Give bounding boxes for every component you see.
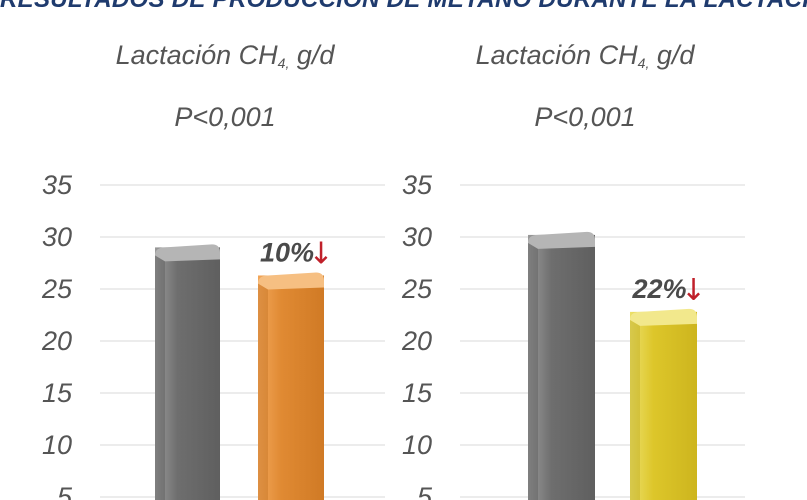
bar-cap <box>528 231 595 249</box>
down-arrow-icon: ↓ <box>308 236 333 271</box>
y-tick-label: 25 <box>41 274 73 304</box>
y-tick-label: 5 <box>417 482 433 500</box>
down-arrow-icon: ↓ <box>681 273 706 308</box>
bar-cap <box>630 308 697 326</box>
chart-1: 5 10 15 20 25 30 35 10%↓ <box>41 170 385 500</box>
y-tick-label: 10 <box>402 430 432 460</box>
chart-1-subtitle: P<0,001 <box>174 102 276 132</box>
bar-2 <box>630 308 697 500</box>
y-tick-label: 15 <box>402 378 433 408</box>
page-title: RESULTADOS DE PRODUCCIÓN DE METANO DURAN… <box>0 0 807 14</box>
y-tick-label: 35 <box>42 170 73 200</box>
reduction-label: 22% <box>631 274 686 304</box>
y-tick-label: 35 <box>402 170 433 200</box>
bar-body <box>630 311 697 500</box>
bar-side <box>258 283 268 500</box>
y-tick-label: 15 <box>42 378 73 408</box>
bar-body <box>258 275 324 500</box>
y-tick-label: 30 <box>402 222 432 252</box>
chart-2-title: Lactación CH4, g/d <box>475 40 695 71</box>
y-tick-label: 30 <box>42 222 72 252</box>
bar-body <box>155 247 220 500</box>
y-tick-label: 20 <box>41 326 72 356</box>
chart-1-title: Lactación CH4, g/d <box>115 40 335 71</box>
chart-2: 5 10 15 20 25 30 35 22%↓ <box>401 170 745 500</box>
y-tick-label: 25 <box>401 274 433 304</box>
bar-body <box>528 234 595 500</box>
chart-2-subtitle: P<0,001 <box>534 102 636 132</box>
y-tick-label: 20 <box>401 326 432 356</box>
reduction-label: 10% <box>260 237 314 267</box>
bar-cap <box>258 272 324 290</box>
bar-side <box>155 255 165 500</box>
bar-cap <box>155 244 220 262</box>
bar-side <box>630 319 640 500</box>
bar-1 <box>155 244 220 500</box>
y-tick-label: 5 <box>57 482 73 500</box>
y-tick-label: 10 <box>42 430 72 460</box>
bar-2 <box>258 272 324 500</box>
bar-side <box>528 242 538 500</box>
bar-1 <box>528 231 595 500</box>
